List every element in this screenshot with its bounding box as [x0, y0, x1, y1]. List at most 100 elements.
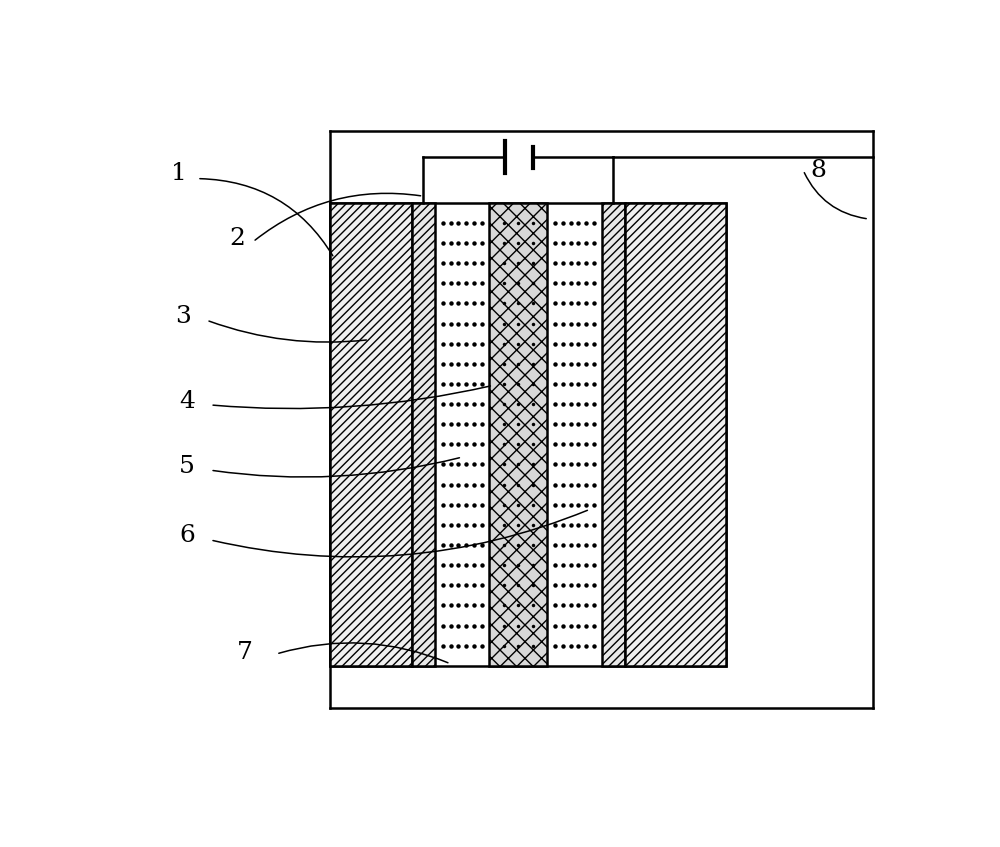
- Point: [435, 478, 451, 491]
- Point: [547, 257, 563, 270]
- Point: [466, 397, 482, 411]
- Point: [435, 538, 451, 551]
- Point: [458, 216, 474, 230]
- Point: [578, 397, 594, 411]
- Point: [563, 438, 579, 451]
- Point: [563, 418, 579, 431]
- Point: [555, 317, 571, 330]
- Bar: [625, 202, 726, 666]
- Point: [578, 538, 594, 551]
- Point: [450, 418, 466, 431]
- Point: [458, 418, 474, 431]
- Bar: [489, 202, 547, 666]
- Point: [525, 276, 541, 290]
- Point: [570, 296, 586, 310]
- Point: [525, 317, 541, 330]
- Point: [496, 317, 512, 330]
- Point: [555, 337, 571, 351]
- Point: [466, 216, 482, 230]
- Point: [458, 457, 474, 471]
- Point: [570, 538, 586, 551]
- Point: [450, 216, 466, 230]
- Point: [496, 276, 512, 290]
- Point: [570, 418, 586, 431]
- Point: [442, 579, 458, 592]
- Point: [496, 418, 512, 431]
- Point: [570, 579, 586, 592]
- Point: [586, 538, 602, 551]
- Point: [510, 538, 526, 551]
- Point: [547, 558, 563, 572]
- Point: [555, 498, 571, 512]
- Point: [578, 296, 594, 310]
- Point: [496, 257, 512, 270]
- Point: [466, 619, 482, 633]
- Point: [570, 478, 586, 491]
- Point: [442, 619, 458, 633]
- Point: [442, 418, 458, 431]
- Point: [442, 357, 458, 371]
- Point: [496, 216, 512, 230]
- Point: [578, 579, 594, 592]
- Point: [570, 216, 586, 230]
- Point: [510, 619, 526, 633]
- Point: [496, 599, 512, 612]
- Point: [525, 257, 541, 270]
- Point: [474, 619, 490, 633]
- Point: [496, 619, 512, 633]
- Point: [510, 236, 526, 250]
- Point: [435, 257, 451, 270]
- Point: [547, 619, 563, 633]
- Point: [563, 257, 579, 270]
- Point: [474, 236, 490, 250]
- Point: [474, 438, 490, 451]
- Point: [435, 317, 451, 330]
- Point: [442, 216, 458, 230]
- Point: [525, 579, 541, 592]
- Point: [547, 478, 563, 491]
- Text: 3: 3: [175, 306, 191, 329]
- Point: [435, 619, 451, 633]
- Point: [442, 498, 458, 512]
- Point: [474, 558, 490, 572]
- Point: [586, 478, 602, 491]
- Bar: [330, 202, 726, 666]
- Point: [570, 317, 586, 330]
- Point: [525, 377, 541, 390]
- Point: [547, 438, 563, 451]
- Point: [474, 498, 490, 512]
- Point: [547, 397, 563, 411]
- Point: [586, 498, 602, 512]
- Point: [510, 357, 526, 371]
- Point: [496, 357, 512, 371]
- Point: [450, 317, 466, 330]
- Point: [555, 418, 571, 431]
- Point: [466, 438, 482, 451]
- Point: [555, 599, 571, 612]
- Point: [578, 498, 594, 512]
- Point: [525, 457, 541, 471]
- Point: [474, 599, 490, 612]
- Point: [547, 216, 563, 230]
- Point: [466, 377, 482, 390]
- Point: [525, 397, 541, 411]
- Point: [525, 498, 541, 512]
- Point: [578, 619, 594, 633]
- Point: [563, 579, 579, 592]
- Point: [555, 397, 571, 411]
- Point: [458, 257, 474, 270]
- Point: [547, 639, 563, 652]
- Point: [466, 579, 482, 592]
- Point: [474, 478, 490, 491]
- Point: [555, 257, 571, 270]
- Point: [510, 599, 526, 612]
- Point: [474, 357, 490, 371]
- Point: [466, 478, 482, 491]
- Point: [466, 538, 482, 551]
- Point: [570, 639, 586, 652]
- Point: [450, 337, 466, 351]
- Point: [466, 317, 482, 330]
- Point: [510, 498, 526, 512]
- Point: [435, 377, 451, 390]
- Point: [442, 317, 458, 330]
